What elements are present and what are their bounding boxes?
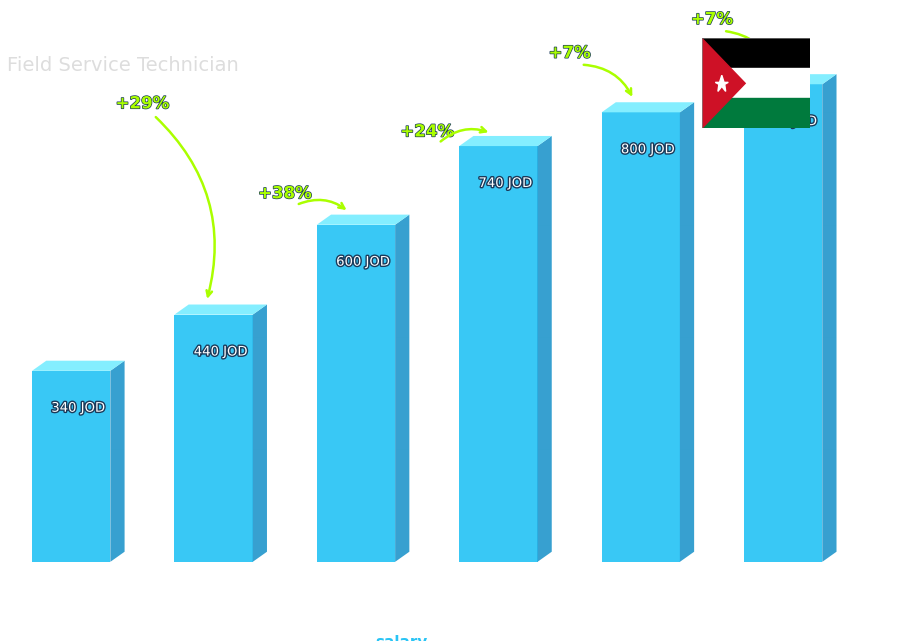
Text: 440 JOD: 440 JOD: [194, 345, 248, 358]
Text: Field Service Technician: Field Service Technician: [7, 56, 238, 75]
Text: 10 to 15: 10 to 15: [466, 593, 530, 608]
Text: 340 JOD: 340 JOD: [51, 402, 105, 415]
Polygon shape: [744, 84, 823, 562]
Text: +7%: +7%: [691, 10, 733, 28]
Text: 740 JOD: 740 JOD: [479, 177, 533, 190]
Polygon shape: [702, 38, 745, 128]
Polygon shape: [716, 75, 728, 92]
Polygon shape: [32, 370, 111, 562]
Polygon shape: [317, 215, 410, 225]
Text: 5 to 10: 5 to 10: [329, 593, 383, 608]
Polygon shape: [175, 315, 253, 562]
Polygon shape: [459, 146, 537, 562]
Text: 20+ Years: 20+ Years: [744, 593, 822, 608]
Text: 850 JOD: 850 JOD: [763, 115, 817, 128]
Text: +7%: +7%: [548, 44, 590, 62]
Text: explorer.com: explorer.com: [428, 635, 526, 641]
Polygon shape: [680, 103, 694, 562]
Text: +24%: +24%: [400, 122, 454, 140]
Polygon shape: [111, 361, 124, 562]
Text: +29%: +29%: [115, 94, 169, 112]
Polygon shape: [317, 225, 395, 562]
Text: < 2 Years: < 2 Years: [35, 593, 107, 608]
Text: 15 to 20: 15 to 20: [609, 593, 672, 608]
Text: Salary Comparison By Experience: Salary Comparison By Experience: [7, 17, 583, 46]
Polygon shape: [601, 103, 694, 112]
Polygon shape: [744, 74, 836, 84]
Text: 800 JOD: 800 JOD: [621, 144, 675, 156]
Text: +38%: +38%: [258, 184, 311, 203]
Polygon shape: [537, 136, 552, 562]
Bar: [702, 38, 810, 69]
Polygon shape: [395, 215, 410, 562]
Polygon shape: [253, 304, 267, 562]
Polygon shape: [459, 136, 552, 146]
Polygon shape: [175, 304, 267, 315]
Text: 600 JOD: 600 JOD: [336, 256, 390, 269]
Text: 2 to 5: 2 to 5: [192, 593, 236, 608]
Bar: [702, 69, 810, 98]
Bar: [702, 98, 810, 128]
Polygon shape: [32, 361, 124, 370]
Text: salary: salary: [374, 635, 428, 641]
Polygon shape: [823, 74, 836, 562]
Polygon shape: [601, 112, 680, 562]
